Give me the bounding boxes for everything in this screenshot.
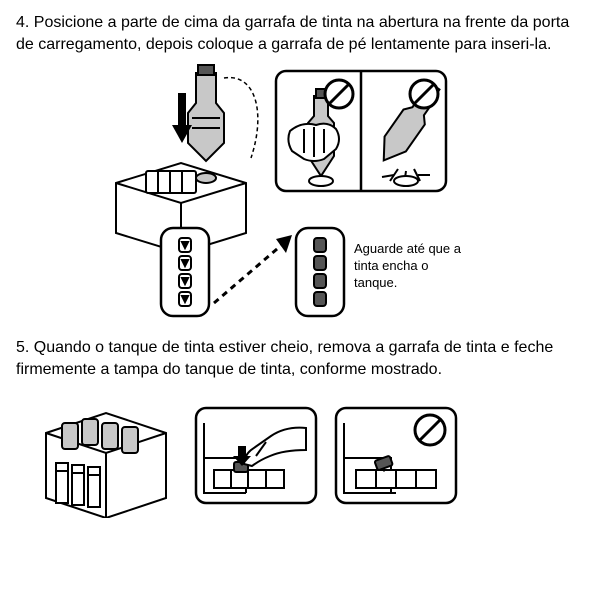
step5-tank-unit bbox=[46, 413, 166, 518]
step4-tank-full bbox=[296, 228, 344, 316]
prohibit-icon bbox=[325, 80, 353, 108]
step4-bottle-insert-panel bbox=[116, 65, 258, 253]
step4-text: 4. Posicione a parte de cima da garrafa … bbox=[16, 12, 584, 55]
fill-arrow bbox=[214, 235, 292, 303]
step5-prohibit-panel bbox=[336, 408, 456, 503]
step5-text: 5. Quando o tanque de tinta estiver chei… bbox=[16, 337, 584, 380]
step4-prohibit-panel bbox=[276, 71, 446, 191]
step5-diagram bbox=[36, 388, 476, 518]
step4-diagram: Aguarde até que a tinta encha o tanque. bbox=[106, 63, 506, 323]
step4-note: Aguarde até que a tinta encha o tanque. bbox=[354, 241, 474, 292]
step4-tank-empty bbox=[161, 228, 209, 316]
prohibit-icon bbox=[415, 415, 445, 445]
prohibit-icon bbox=[410, 80, 438, 108]
step5-close-panel bbox=[196, 408, 316, 503]
